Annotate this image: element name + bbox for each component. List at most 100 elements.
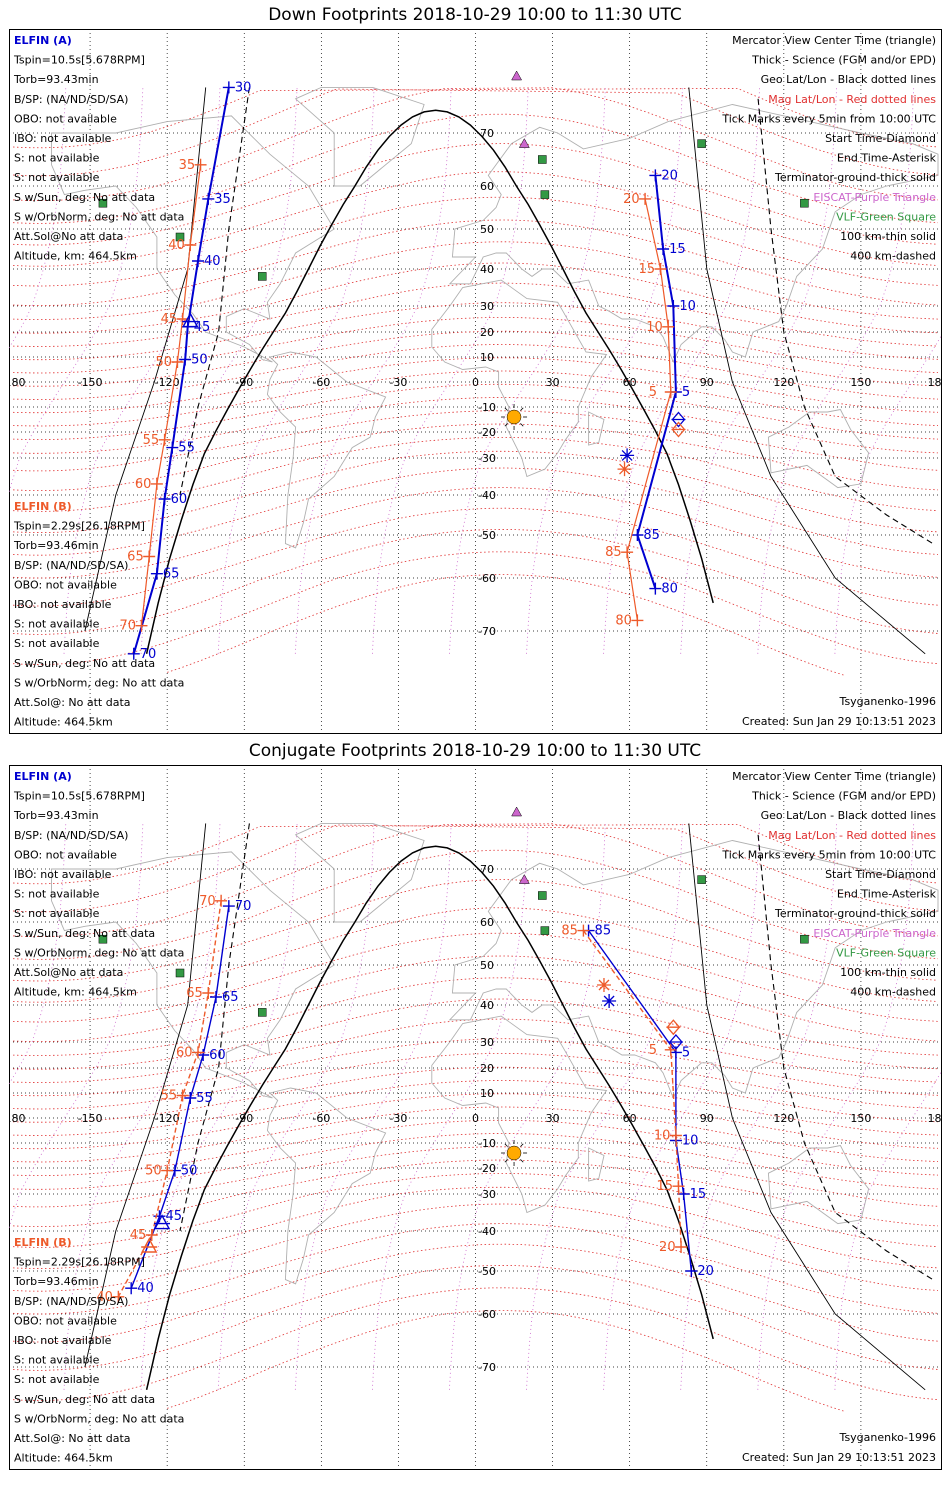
- lon-tick-label: -120: [155, 1112, 180, 1125]
- coastline: [266, 351, 387, 549]
- legend-line: Mercator View Center Time (triangle): [732, 34, 936, 47]
- markers: [182, 312, 686, 477]
- axis-labels: -180 -150 -120 -90 -60 -30 0 30 60 90 120 150 180 70 6…: [9, 127, 942, 638]
- end-asterisk-b: [617, 462, 632, 477]
- lon-tick-label: 30: [546, 376, 560, 389]
- coastline: [431, 1015, 608, 1214]
- elfin-a-info-line: S w/Sun, deg: No att data: [14, 191, 155, 204]
- vlf-square: [98, 198, 108, 208]
- tick-mark: [135, 619, 148, 632]
- down-footprints-panel: -180 -150 -120 -90 -60 -30 0 30 60 90 120 150 180 70 6…: [9, 29, 942, 734]
- lon-tick-label: -180: [9, 376, 25, 389]
- lat-tick-label: 50: [480, 959, 494, 972]
- sun-ray: [504, 407, 508, 411]
- mag-meridian: [140, 823, 298, 1390]
- mag-meridian: [63, 87, 221, 654]
- trajectory-line: [140, 164, 202, 626]
- tick-label: 10: [646, 320, 663, 335]
- mag-meridian: [217, 823, 375, 1390]
- tick-mark: [176, 313, 189, 325]
- mag-parallel: [12, 998, 939, 1070]
- elfin-a-info-line: S w/OrbNorm, deg: No att data: [14, 210, 184, 223]
- tick-label: 60: [176, 1045, 193, 1060]
- vlf-square: [697, 139, 706, 148]
- legend-line: Start Time-Diamond: [825, 868, 936, 881]
- tick-mark: [222, 900, 235, 913]
- tick-mark: [150, 477, 163, 490]
- mag-parallel: [12, 507, 939, 607]
- mag-meridian: [372, 823, 529, 1390]
- created-label: Created: Sun Jan 29 10:13:51 2023: [742, 715, 936, 728]
- coastline: [448, 104, 939, 364]
- tick-mark: [662, 320, 675, 333]
- vlf-square: [175, 232, 185, 242]
- elfin-a-info-line: S w/Sun, deg: No att data: [14, 927, 155, 940]
- tick-label: 5: [682, 385, 690, 400]
- tick-label: 35: [179, 158, 196, 173]
- lat-tick-label: 10: [480, 1087, 494, 1100]
- mag-parallel: [12, 932, 939, 1023]
- model-label: Tsyganenko-1996: [839, 1431, 936, 1444]
- mag-parallel: [12, 1243, 939, 1343]
- lon-tick-label: -60: [312, 1112, 330, 1125]
- lat-tick-label: 30: [480, 300, 494, 313]
- tick-label: 80: [615, 613, 632, 628]
- view-center-triangle-b: [141, 1237, 158, 1253]
- mag-meridian: [63, 823, 221, 1390]
- coastline: [448, 840, 939, 1100]
- lat-tick-label: -20: [478, 1162, 496, 1175]
- mag-meridian: [680, 823, 837, 1390]
- legend-line: VLF-Green Square: [836, 946, 936, 959]
- elfin-a-info-line: S: not available: [14, 171, 100, 184]
- coastline: [294, 86, 425, 187]
- view-center-triangle: [182, 312, 199, 328]
- lon-tick-label: 90: [700, 1112, 714, 1125]
- tick-label: 70: [235, 899, 252, 914]
- elfin-b-info-line: IBO: not available: [14, 1334, 112, 1347]
- start-diamond-a: [671, 411, 686, 428]
- legend-line: Tick Marks every 5min from 10:00 UTC: [721, 112, 936, 125]
- lat-tick-label: 50: [480, 223, 494, 236]
- terminator-100km-west: [84, 87, 207, 632]
- tick-label: 85: [595, 924, 612, 939]
- tick-label: 85: [605, 545, 622, 560]
- elfin-b-name: ELFIN (B): [14, 1236, 72, 1249]
- tick-label: 20: [697, 1264, 714, 1279]
- mag-meridian: [834, 333, 942, 654]
- info-elfin-b: ELFIN (B) Tspin=2.29s[26.18RPM] Torb=93.46…: [13, 500, 184, 729]
- tick-label: 15: [690, 1187, 707, 1202]
- mag-meridian: [757, 823, 915, 1390]
- tick-mark: [657, 243, 670, 255]
- elfin-b-info-line: Tspin=2.29s[26.18RPM]: [13, 520, 145, 533]
- tick-mark: [577, 924, 590, 937]
- elfin-a-info-line: S: not available: [14, 152, 100, 165]
- eiscat-triangle: [518, 874, 530, 884]
- lat-tick-label: -50: [478, 1265, 496, 1278]
- terminator-curve: [145, 845, 714, 1390]
- lat-tick-label: -70: [478, 625, 496, 638]
- mag-parallel: [12, 487, 939, 579]
- mag-meridian: [526, 87, 683, 654]
- elfin-a-info-line: Att.Sol@No att data: [14, 966, 123, 979]
- elfin-b-info-line: S: not available: [14, 618, 100, 631]
- sun-icon: [506, 409, 522, 425]
- legend-line: End Time-Asterisk: [837, 888, 937, 901]
- tick-label: 40: [204, 254, 221, 269]
- legend: Mercator View Center Time (triangle) Thic…: [721, 34, 936, 263]
- coastline: [588, 411, 605, 446]
- lon-tick-label: -30: [389, 376, 407, 389]
- lon-tick-label: 150: [850, 376, 871, 389]
- tick-label: 80: [661, 582, 678, 597]
- tick-mark: [675, 1241, 688, 1253]
- tick-mark: [667, 300, 680, 312]
- lat-tick-label: 70: [480, 127, 494, 140]
- tick-label: 65: [222, 990, 239, 1005]
- tick-mark: [112, 1290, 125, 1303]
- coastline: [767, 408, 870, 489]
- terminator-100km-west: [84, 823, 207, 1368]
- mag-parallel: [167, 574, 846, 677]
- tick-label: 60: [209, 1048, 226, 1063]
- mag-parallel: [12, 824, 939, 913]
- tick-mark: [192, 255, 204, 267]
- mag-parallel: [12, 1223, 939, 1315]
